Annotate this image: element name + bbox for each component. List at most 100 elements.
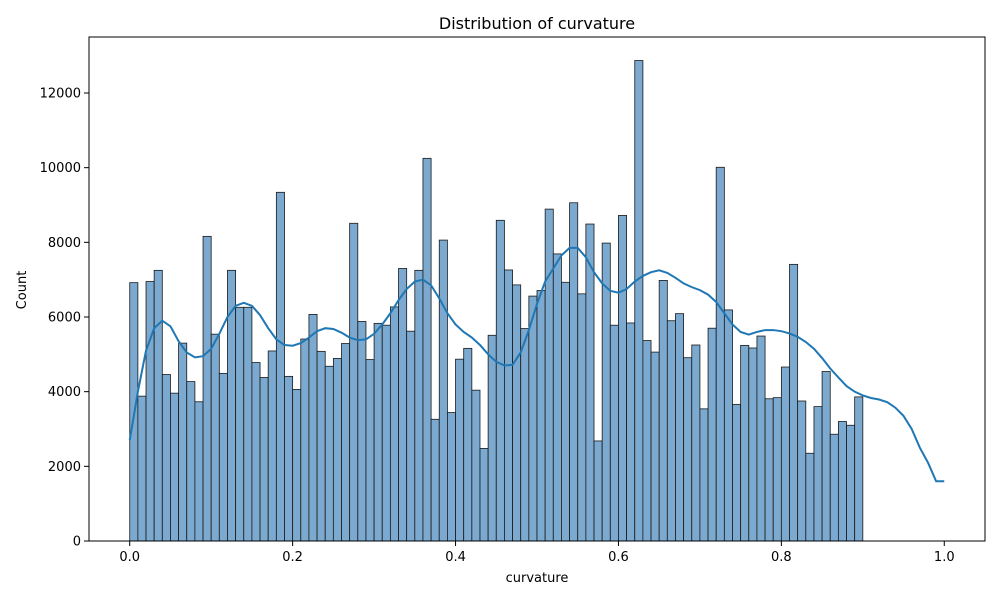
histogram-bar	[552, 253, 562, 542]
histogram-bar	[626, 322, 636, 542]
histogram-bar	[430, 418, 440, 542]
histogram-bar	[349, 222, 359, 542]
x-axis-ticks: 0.0 0.2 0.4 0.6 0.8 1.0	[119, 541, 955, 565]
histogram-bar	[422, 157, 432, 542]
histogram-bar	[259, 377, 269, 542]
histogram-bar	[504, 269, 513, 542]
histogram-bar	[846, 424, 856, 542]
histogram-bar	[528, 295, 538, 542]
histogram-bar	[805, 452, 815, 542]
histogram-bar	[178, 342, 188, 542]
histogram-bar	[389, 306, 399, 542]
histogram-bar	[536, 290, 546, 542]
histogram-bar	[495, 219, 505, 542]
histogram-bar	[732, 403, 742, 542]
histogram-bar	[748, 347, 758, 542]
histogram-bar	[365, 359, 375, 542]
histogram-bar	[161, 374, 171, 542]
histogram-bar	[569, 202, 579, 542]
histogram-bar	[756, 335, 766, 542]
y-tick-label: 10000	[40, 161, 81, 176]
x-tick-label: 0.8	[771, 550, 792, 565]
histogram-bar	[593, 440, 603, 542]
histogram-bar	[609, 324, 619, 542]
histogram-bar	[455, 358, 465, 542]
histogram-bar	[414, 269, 424, 542]
histogram-bar	[821, 371, 831, 542]
histogram-bar	[837, 421, 847, 542]
histogram-bar	[715, 166, 725, 542]
histogram-bar	[243, 306, 253, 542]
histogram-bar	[186, 381, 196, 542]
histogram-bar	[145, 281, 155, 542]
histogram-bar	[561, 281, 570, 542]
histogram-bar	[275, 191, 285, 542]
histogram-bar	[446, 412, 456, 542]
histogram-bar	[650, 351, 660, 542]
histogram-bar	[284, 375, 294, 542]
y-tick-label: 12000	[40, 87, 81, 102]
histogram-bar	[316, 350, 326, 542]
histogram-bar	[789, 263, 799, 542]
histogram-bar	[577, 293, 587, 542]
histogram-bar	[292, 389, 302, 542]
x-tick-label: 0.6	[608, 550, 629, 565]
histogram-bar	[707, 327, 717, 542]
x-tick-label: 0.4	[445, 550, 466, 565]
x-axis-label: curvature	[506, 571, 569, 586]
histogram-bar	[658, 280, 668, 542]
histogram-bar	[764, 398, 774, 542]
histogram-bar	[666, 320, 676, 542]
histogram-bar	[210, 333, 220, 542]
x-tick-label: 0.0	[119, 550, 140, 565]
histogram-bar	[634, 60, 644, 542]
histogram-bar	[699, 408, 709, 542]
histogram-bar	[512, 284, 522, 542]
histogram-bar	[520, 328, 530, 542]
histogram-bar	[218, 372, 228, 542]
histogram-bar	[373, 322, 383, 542]
histogram-bar	[398, 268, 408, 542]
histogram-bar	[829, 433, 839, 542]
histogram-bar	[406, 330, 416, 542]
histogram-bar	[324, 365, 334, 542]
x-tick-label: 0.2	[282, 550, 303, 565]
histogram-bar	[675, 313, 685, 542]
kde-line	[128, 246, 945, 483]
histogram-bar	[691, 344, 701, 542]
y-tick-label: 0	[73, 535, 81, 550]
histogram-bar	[487, 334, 497, 542]
histogram-bar	[854, 396, 864, 542]
histogram-bar	[381, 324, 391, 542]
histogram-bar	[683, 357, 693, 542]
histogram-bar	[797, 400, 807, 542]
histogram-bar	[202, 235, 212, 542]
histogram-bar	[357, 321, 367, 542]
x-tick-label: 1.0	[934, 550, 955, 565]
histogram-bar	[618, 215, 628, 542]
histogram-bar	[194, 401, 204, 542]
y-axis-label: Count	[15, 271, 30, 310]
histogram-bar	[308, 313, 318, 542]
histogram-bar	[235, 306, 245, 542]
y-tick-label: 2000	[48, 460, 81, 475]
y-tick-label: 6000	[48, 311, 81, 326]
histogram-bar	[642, 340, 652, 542]
plot-frame	[88, 36, 986, 542]
histogram-bar	[267, 350, 277, 542]
histogram-bar	[153, 269, 163, 542]
histogram-bar	[544, 208, 554, 542]
chart-title: Distribution of curvature	[439, 14, 635, 33]
histogram-bar	[813, 406, 823, 542]
histogram-bar	[341, 343, 351, 542]
histogram-bar	[723, 309, 733, 542]
histogram-bar	[170, 392, 179, 542]
histogram-bar	[780, 366, 790, 542]
histogram-bar	[251, 362, 261, 542]
histogram-bar	[300, 338, 310, 542]
histogram-bar	[137, 395, 147, 542]
histogram-bar	[479, 448, 489, 542]
histogram-bar	[438, 239, 448, 542]
histogram-bar	[471, 389, 481, 542]
